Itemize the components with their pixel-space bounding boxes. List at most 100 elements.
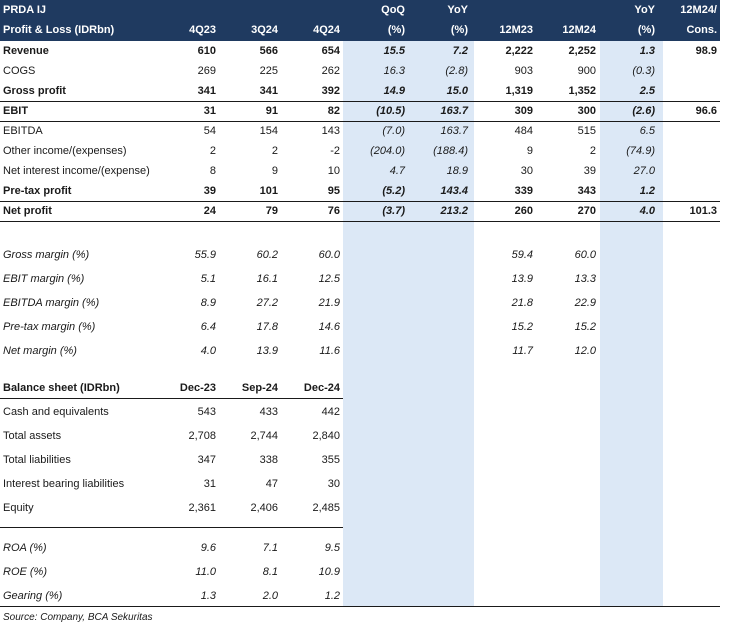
cell-3q24: 8.1 <box>262 566 278 578</box>
header-row2-3q24: 3Q24 <box>251 24 278 36</box>
cell-3q24: 47 <box>265 478 278 490</box>
cell-4q23: Dec-23 <box>179 382 216 394</box>
table-header: PRDA IJ QoQ YoY YoY 12M24/Profit & Loss (IDR… <box>0 0 720 41</box>
row-label: Total liabilities <box>3 454 71 466</box>
cell-4q23: 24 <box>203 205 216 217</box>
cell-4q24: 9.5 <box>324 542 340 554</box>
cell-4q24: 10.9 <box>318 566 340 578</box>
table-row: Total assets 2,708 2,744 2,840 <box>0 426 720 446</box>
header-row1-label: PRDA IJ <box>3 4 46 16</box>
row-label: Cash and equivalents <box>3 406 109 418</box>
header-row2-label: Profit & Loss (IDRbn) <box>3 24 115 36</box>
header-row2-yoy: (%) <box>450 24 468 36</box>
cell-12m24: 270 <box>577 205 596 217</box>
cell-yoy: (188.4) <box>433 145 468 157</box>
cell-qoq: 16.3 <box>383 65 405 77</box>
cell-3q24: 225 <box>259 65 278 77</box>
cell-4q23: 8 <box>209 165 216 177</box>
cell-12m24: 39 <box>583 165 596 177</box>
table-row: Pre-tax profit 39 101 95 (5.2) 143.4 339 343 1.2 <box>0 181 720 201</box>
table-row: Net interest income/(expense) 8 9 10 4.7 18.9… <box>0 161 720 181</box>
cell-4q24: 143 <box>321 125 340 137</box>
cell-12m23: 1,319 <box>505 85 533 97</box>
cell-yoy12: 2.5 <box>639 85 655 97</box>
cell-4q24: 654 <box>321 45 340 57</box>
cell-3q24: 433 <box>259 406 278 418</box>
header-row2-cons: Cons. <box>686 24 717 36</box>
cell-12m23: 260 <box>514 205 533 217</box>
table-row: ROE (%) 11.0 8.1 10.9 <box>0 562 720 582</box>
header-row2-4q24: 4Q24 <box>313 24 340 36</box>
cell-3q24: 338 <box>259 454 278 466</box>
cell-3q24: 9 <box>271 165 278 177</box>
cell-yoy: 7.2 <box>452 45 468 57</box>
table-row: Gross profit 341 341 392 14.9 15.0 1,319 1,352 2… <box>0 81 720 101</box>
cell-3q24: 154 <box>259 125 278 137</box>
cell-4q23: 543 <box>197 406 216 418</box>
row-label: Total assets <box>3 430 62 442</box>
cell-12m24: 60.0 <box>574 249 596 261</box>
row-label: ROA (%) <box>3 542 47 554</box>
cell-yoy: 143.4 <box>440 185 468 197</box>
cell-4q24: 82 <box>327 105 340 117</box>
table-row: ROA (%) 9.6 7.1 9.5 <box>0 538 720 558</box>
cell-4q24: 2,485 <box>312 502 340 514</box>
cell-yoy12: 6.5 <box>639 125 655 137</box>
row-label: COGS <box>3 65 36 77</box>
cell-12m24: 13.3 <box>574 273 596 285</box>
cell-4q23: 11.0 <box>195 566 216 578</box>
header-row1-cons: 12M24/ <box>680 4 717 16</box>
cell-4q23: 54 <box>203 125 216 137</box>
cell-12m23: 309 <box>514 105 533 117</box>
divider <box>0 101 720 102</box>
cell-4q23: 269 <box>197 65 216 77</box>
cell-4q23: 1.3 <box>200 590 216 602</box>
table-row: Net margin (%) 4.0 13.9 11.6 11.7 12.0 <box>0 341 720 361</box>
cell-qoq: (3.7) <box>382 205 405 217</box>
cell-yoy: 15.0 <box>446 85 468 97</box>
row-label: Gearing (%) <box>3 590 63 602</box>
cell-4q24: 76 <box>327 205 340 217</box>
cell-3q24: 27.2 <box>256 297 278 309</box>
row-label: Equity <box>3 502 34 514</box>
table-row: EBITDA margin (%) 8.9 27.2 21.9 21.8 22.9 <box>0 293 720 313</box>
cell-yoy12: (74.9) <box>626 145 655 157</box>
cell-12m23: 339 <box>514 185 533 197</box>
cell-4q23: 55.9 <box>194 249 216 261</box>
divider <box>0 121 720 122</box>
header-row1-qoq: QoQ <box>381 4 405 16</box>
cell-qoq: (204.0) <box>370 145 405 157</box>
table-row: Gross margin (%) 55.9 60.2 60.0 59.4 60.0 <box>0 245 720 265</box>
row-label: Balance sheet (IDRbn) <box>3 382 120 394</box>
cell-4q24: 1.2 <box>324 590 340 602</box>
header-row1-yoy: YoY <box>447 4 468 16</box>
cell-4q24: 11.6 <box>319 345 340 357</box>
cell-4q23: 2,708 <box>188 430 216 442</box>
divider <box>0 527 343 528</box>
row-label: Net margin (%) <box>3 345 77 357</box>
cell-4q24: -2 <box>330 145 340 157</box>
cell-12m24: 900 <box>577 65 596 77</box>
cell-yoy: 163.7 <box>440 105 468 117</box>
cell-yoy12: 1.2 <box>639 185 655 197</box>
cell-12m23: 30 <box>520 165 533 177</box>
cell-3q24: 2 <box>271 145 278 157</box>
cell-cons: 101.3 <box>689 205 717 217</box>
cell-4q23: 2,361 <box>188 502 216 514</box>
cell-12m23: 13.9 <box>511 273 533 285</box>
cell-4q24: 60.0 <box>318 249 340 261</box>
cell-4q24: 21.9 <box>318 297 340 309</box>
cell-4q24: 12.5 <box>318 273 340 285</box>
cell-4q24: 2,840 <box>312 430 340 442</box>
row-label: Gross margin (%) <box>3 249 90 261</box>
row-label: EBIT margin (%) <box>3 273 85 285</box>
cell-3q24: 60.2 <box>256 249 278 261</box>
divider <box>0 606 720 607</box>
cell-qoq: 15.5 <box>383 45 405 57</box>
cell-3q24: Sep-24 <box>241 382 278 394</box>
cell-4q24: 442 <box>321 406 340 418</box>
table-row: Balance sheet (IDRbn) Dec-23 Sep-24 Dec-24 <box>0 378 720 398</box>
cell-3q24: 7.1 <box>262 542 278 554</box>
cell-12m23: 21.8 <box>511 297 533 309</box>
cell-4q24: 262 <box>321 65 340 77</box>
